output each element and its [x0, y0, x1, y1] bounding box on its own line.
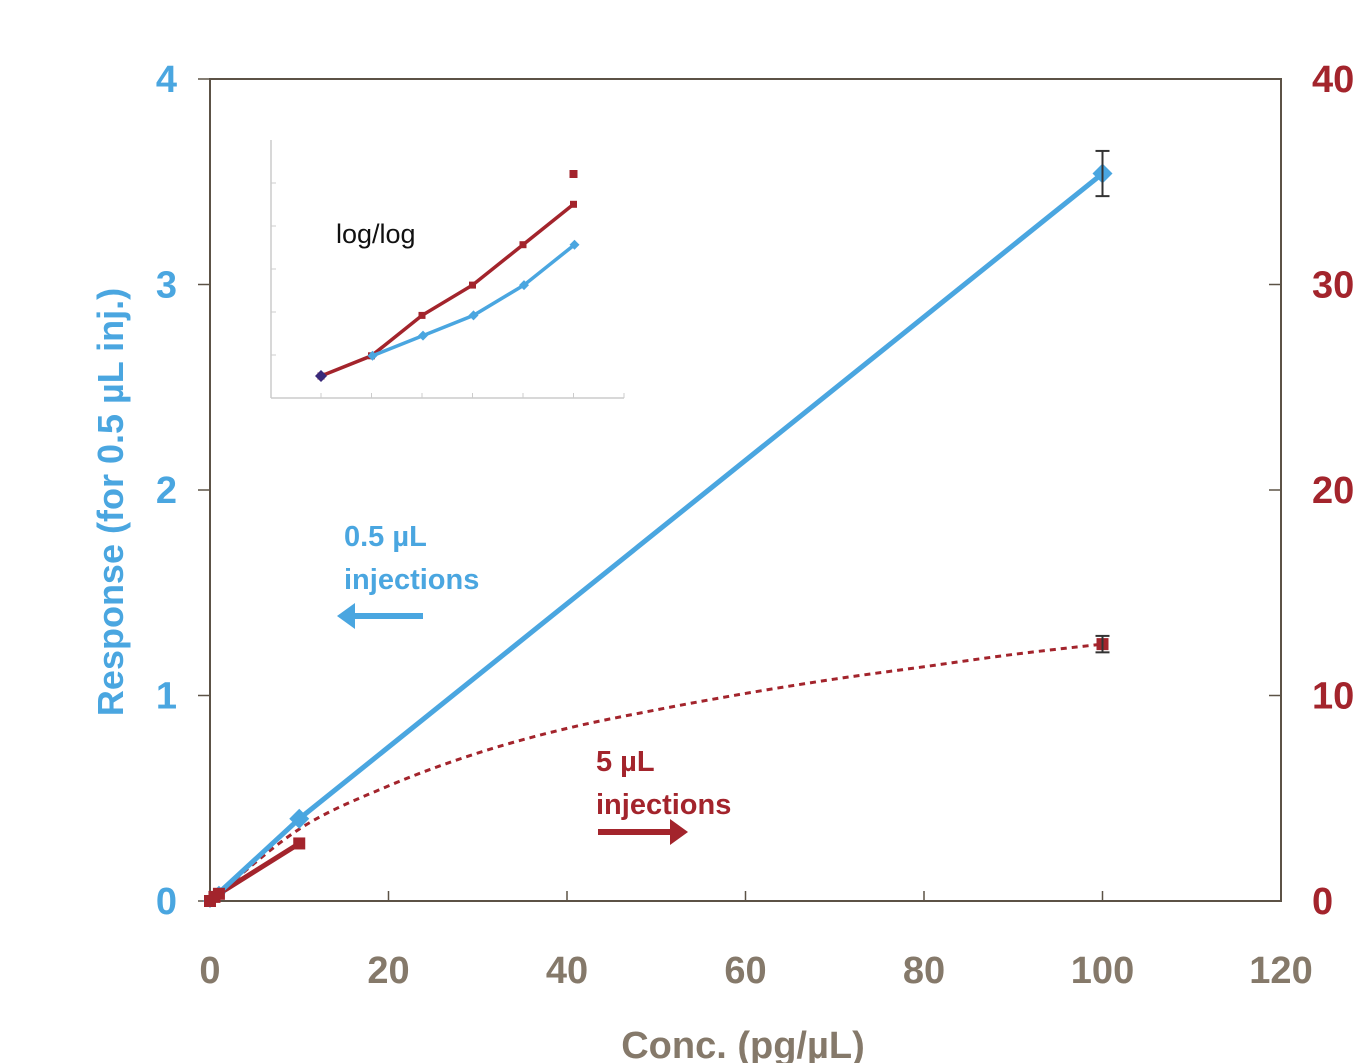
red-series-fit-line	[209, 642, 1103, 903]
x-tick-label: 20	[367, 950, 409, 992]
y-tick-label-right: 30	[1312, 265, 1354, 307]
plot-area-frame	[209, 78, 1282, 902]
log-log-inset: log/log	[270, 140, 625, 399]
y-tick-label-right: 10	[1312, 676, 1354, 718]
inset-red-point	[519, 241, 527, 249]
y-tick-label-left: 1	[156, 676, 177, 718]
red-annotation-line2: injections	[596, 789, 731, 821]
inset-label: log/log	[336, 219, 416, 249]
inset-blue-point	[367, 350, 378, 361]
inset-blue-point	[468, 310, 479, 321]
y-tick-label-left: 4	[156, 59, 177, 101]
axis-ticks	[198, 78, 1282, 902]
blue-arrow-left-icon	[337, 603, 423, 629]
inset-markers	[315, 170, 580, 382]
x-tick-label: 100	[1071, 950, 1134, 992]
red-arrow-right-icon	[598, 819, 688, 845]
red-data-point	[212, 887, 225, 900]
y-tick-label-left: 3	[156, 265, 177, 307]
inset-ticks	[271, 182, 625, 399]
error-bars	[1095, 149, 1110, 654]
inset-origin-point	[315, 370, 327, 382]
red-annotation-line1: 5 µL	[596, 746, 655, 778]
x-tick-label: 60	[724, 950, 766, 992]
inset-blue-line	[371, 243, 576, 358]
inset-red-outlier	[569, 170, 578, 178]
inset-blue-point	[569, 239, 580, 250]
inset-red-line	[320, 202, 575, 378]
x-tick-label: 120	[1249, 950, 1312, 992]
y-tick-label-left: 2	[156, 470, 177, 512]
blue-annotation-line2: injections	[344, 564, 479, 596]
y-tick-label-right: 20	[1312, 470, 1354, 512]
inset-red-point	[418, 311, 426, 319]
series-markers	[203, 163, 1113, 908]
y-tick-label-left: 0	[156, 881, 177, 923]
y-tick-label-right: 0	[1312, 881, 1333, 923]
inset-blue-point	[519, 280, 529, 291]
x-axis-label: Conc. (pg/µL)	[621, 1025, 865, 1063]
inset-red-point	[469, 281, 476, 289]
blue-annotation-line1: 0.5 µL	[344, 521, 427, 553]
inset-red-point	[570, 200, 577, 208]
blue-data-point	[289, 808, 310, 829]
x-tick-label: 0	[199, 950, 220, 992]
x-tick-label: 40	[546, 950, 588, 992]
x-tick-label: 80	[903, 950, 945, 992]
y-axis-label: Response (for 0.5 µL inj.)	[90, 288, 131, 716]
red-data-point	[293, 837, 306, 850]
inset-blue-point	[418, 330, 428, 341]
y-tick-label-right: 40	[1312, 59, 1354, 101]
